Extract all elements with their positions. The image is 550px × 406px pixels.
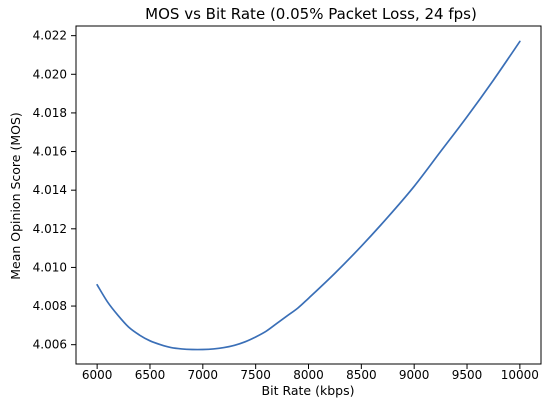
x-axis-label: Bit Rate (kbps) bbox=[262, 383, 355, 398]
x-tick-label: 6000 bbox=[82, 368, 113, 382]
y-tick-label: 4.016 bbox=[33, 145, 67, 159]
x-tick-label: 7000 bbox=[188, 368, 219, 382]
y-tick-label: 4.008 bbox=[33, 299, 67, 313]
chart-title: MOS vs Bit Rate (0.05% Packet Loss, 24 f… bbox=[145, 5, 477, 23]
y-axis: 4.006 4.008 4.010 4.012 4.014 4.016 4.018 4.020… bbox=[33, 29, 76, 352]
y-tick-label: 4.022 bbox=[33, 29, 67, 43]
plot-area bbox=[75, 25, 542, 365]
y-axis-label: Mean Opinion Score (MOS) bbox=[8, 112, 23, 280]
x-tick-label: 6500 bbox=[135, 368, 166, 382]
x-tick-label: 9000 bbox=[399, 368, 430, 382]
x-tick-label: 9500 bbox=[452, 368, 483, 382]
y-tick-label: 4.020 bbox=[33, 67, 67, 81]
x-axis: 6000 6500 7000 7500 8000 8500 9000 9500 10000 bbox=[82, 364, 539, 382]
y-tick-label: 4.014 bbox=[33, 183, 67, 197]
series-line-0 bbox=[96, 40, 521, 351]
y-tick-label: 4.012 bbox=[33, 222, 67, 236]
x-tick-label: 8500 bbox=[346, 368, 377, 382]
y-tick-label: 4.018 bbox=[33, 106, 67, 120]
series-layer bbox=[96, 40, 521, 351]
y-tick-label: 4.010 bbox=[33, 260, 67, 274]
y-tick-label: 4.006 bbox=[33, 338, 67, 352]
x-tick-label: 10000 bbox=[501, 368, 539, 382]
x-tick-label: 8000 bbox=[293, 368, 324, 382]
x-tick-label: 7500 bbox=[240, 368, 271, 382]
